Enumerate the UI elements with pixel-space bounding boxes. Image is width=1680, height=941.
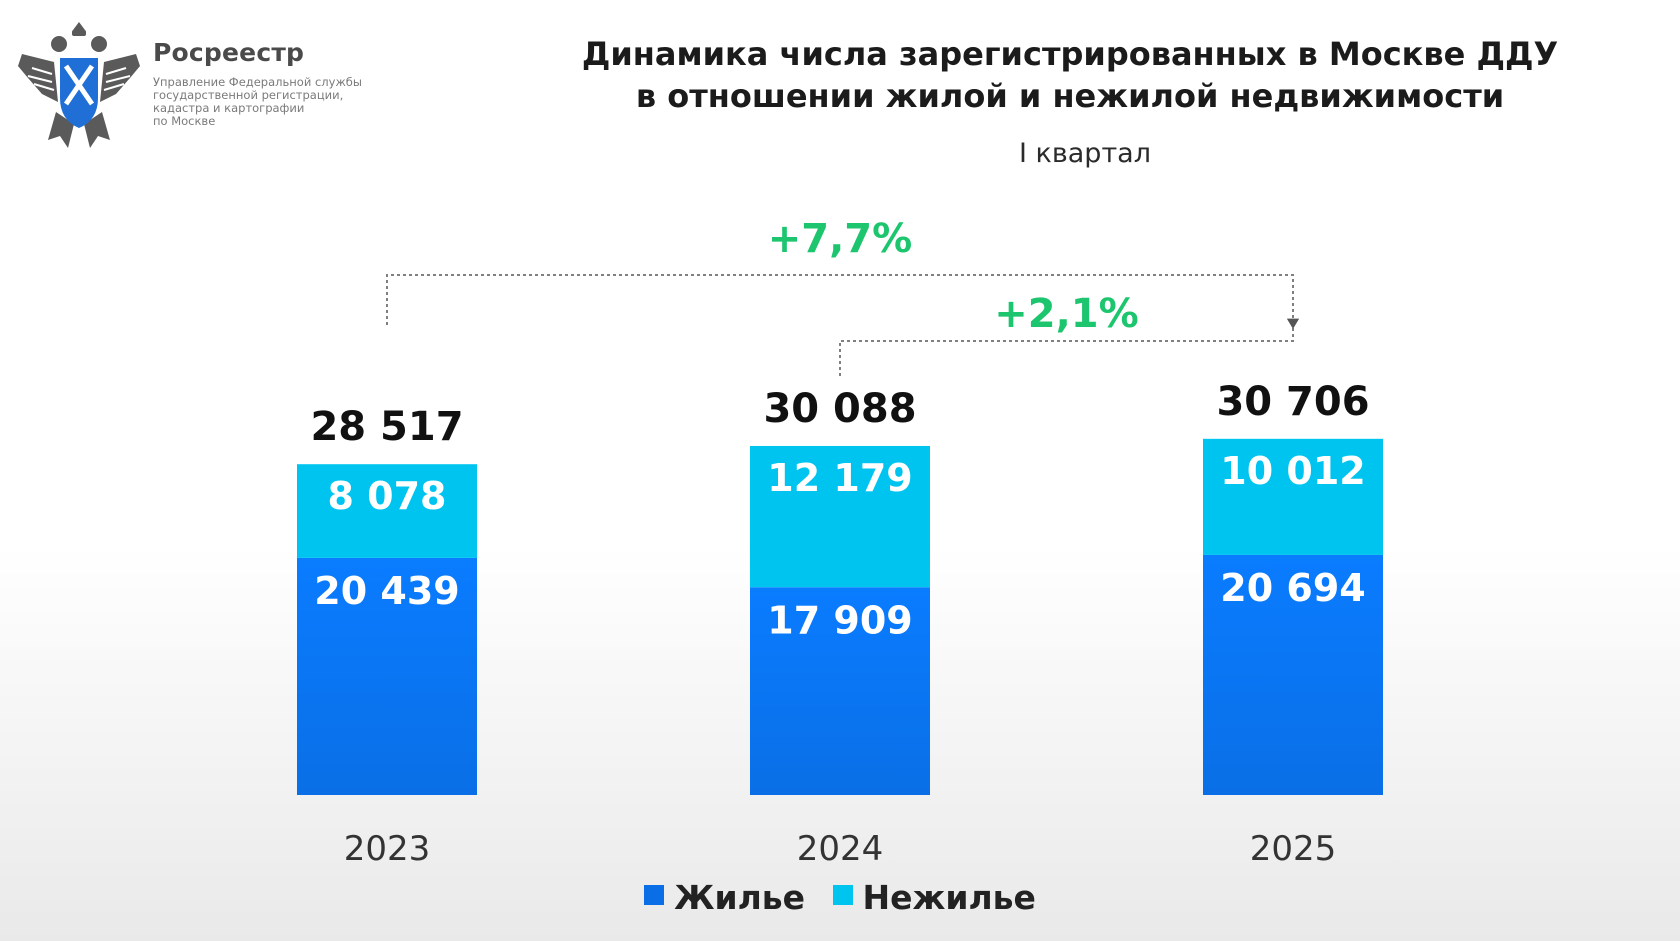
legend-label-nonresidential: Нежилье (862, 878, 1036, 917)
growth-label-2023-2025: +7,7% (768, 216, 912, 262)
arrow-down-icon (1287, 318, 1299, 329)
chart-subtitle: I квартал (1019, 138, 1151, 169)
x-tick-label-2025: 2025 (1250, 829, 1337, 869)
legend-item-nonresidential: Нежилье (832, 878, 1036, 917)
legend-item-residential: Жилье (644, 878, 805, 917)
data-label-residential-2024: 17 909 (767, 598, 912, 642)
legend-swatch-nonresidential (832, 885, 853, 905)
data-label-nonresidential-2024: 12 179 (767, 456, 912, 500)
growth-label-2024-2025: +2,1% (994, 291, 1138, 337)
brand-subtitle-line: государственной регистрации, (153, 88, 344, 102)
data-label-residential-2025: 20 694 (1220, 566, 1365, 610)
chart-title: Динамика числа зарегистрированных в Моск… (480, 33, 1660, 117)
data-label-residential-2023: 20 439 (314, 569, 459, 613)
bar-residential-2023 (297, 557, 477, 795)
data-label-nonresidential-2023: 8 078 (328, 474, 447, 518)
chart-title-line-1: Динамика числа зарегистрированных в Моск… (581, 35, 1559, 73)
x-tick-label-2024: 2024 (797, 829, 884, 869)
total-label-2023: 28 517 (310, 404, 463, 450)
bar-nonresidential-2023 (297, 464, 477, 558)
x-tick-label-2023: 2023 (344, 829, 431, 869)
brand-subtitle-line: кадастра и картографии (153, 101, 305, 115)
bar-nonresidential-2024 (750, 445, 930, 588)
bar-nonresidential-2025 (1203, 438, 1383, 555)
growth-bracket-2023-2025 (386, 274, 1294, 325)
rosreestr-emblem (18, 22, 140, 148)
total-label-2024: 30 088 (763, 386, 916, 432)
legend-swatch-residential (644, 885, 665, 905)
total-label-2025: 30 706 (1216, 379, 1369, 425)
brand-subtitle-line: по Москве (153, 114, 216, 128)
chart-title-line-2: в отношении жилой и нежилой недвижимости (635, 77, 1505, 115)
brand-subtitle: Управление Федеральной службы государств… (153, 76, 423, 128)
brand-subtitle-line: Управление Федеральной службы (153, 75, 362, 89)
brand-name: Росреестр (153, 38, 305, 67)
growth-bracket-2024-2025 (839, 320, 1294, 376)
legend-label-residential: Жилье (674, 878, 806, 917)
bar-residential-2025 (1203, 554, 1383, 795)
bar-residential-2024 (750, 587, 930, 795)
data-label-nonresidential-2025: 10 012 (1220, 449, 1365, 493)
chart-legend: Жилье Нежилье (0, 878, 1680, 917)
